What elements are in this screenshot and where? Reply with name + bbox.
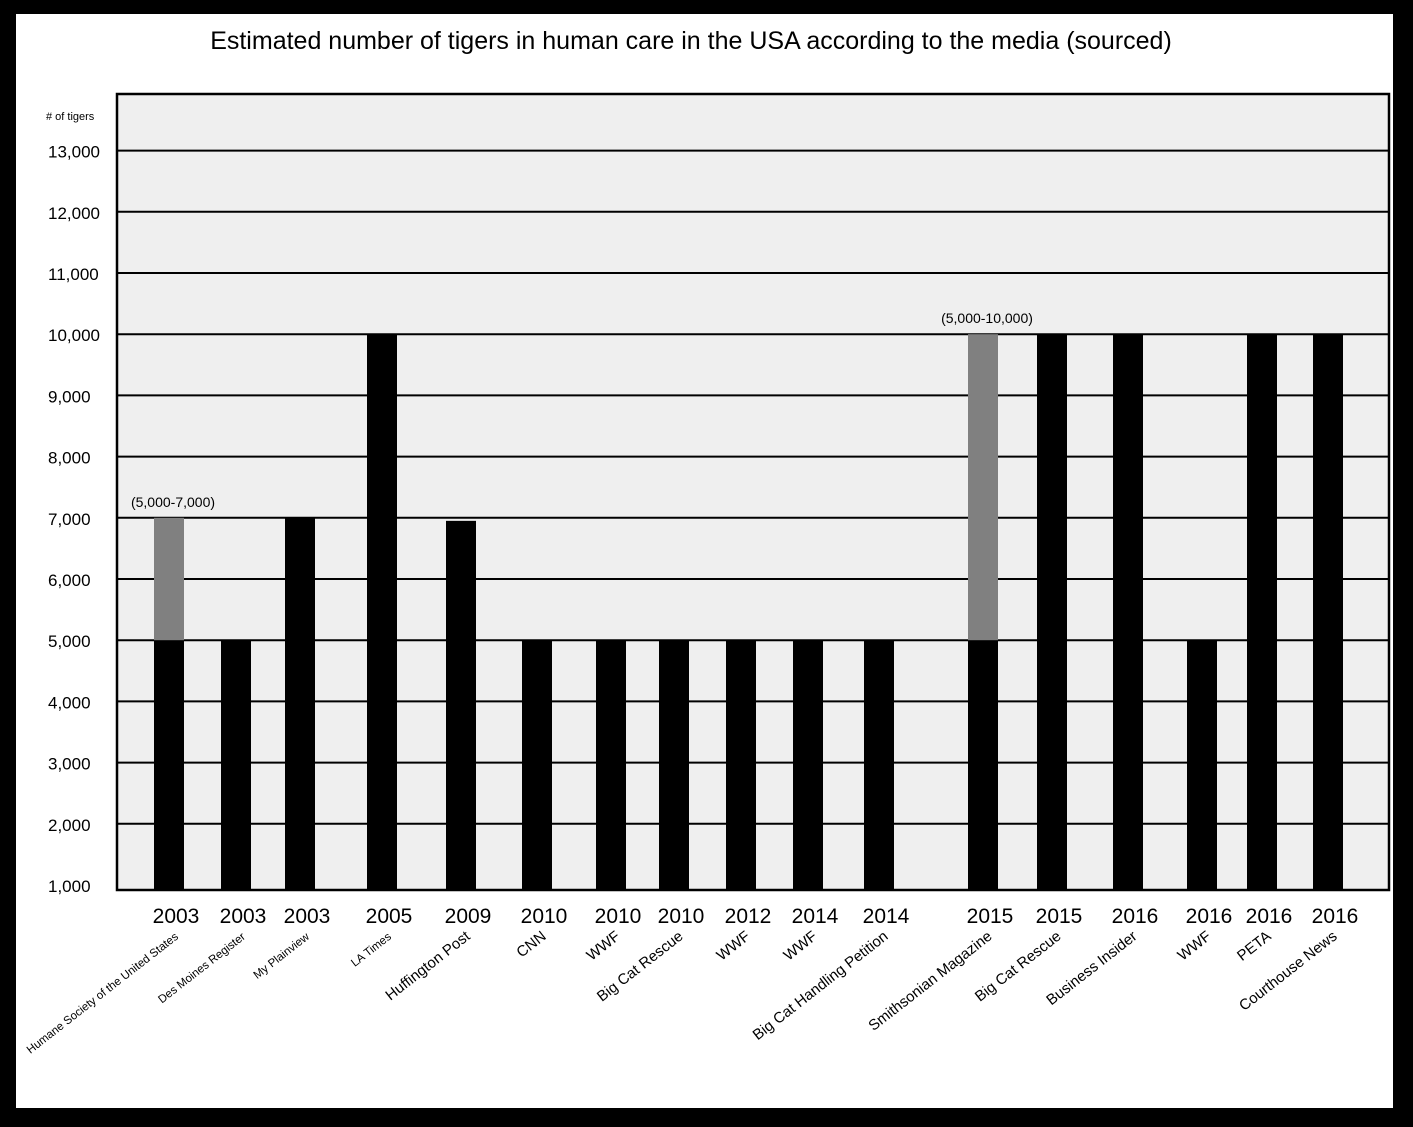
year-label: 2005 <box>366 905 413 928</box>
year-label: 2014 <box>792 905 839 928</box>
source-label: LA Times <box>349 931 394 970</box>
y-tick-label: 8,000 <box>48 449 91 468</box>
year-label: 2016 <box>1112 905 1159 928</box>
year-label: 2015 <box>1036 905 1083 928</box>
source-label: Humane Society of the United States <box>25 931 181 1057</box>
source-label: CNN <box>513 928 549 961</box>
year-labels: 2003 2003 2003 2005 2009 2010 2010 2010 2012 2014… <box>153 905 1359 928</box>
bar <box>221 640 251 890</box>
y-tick-label: 9,000 <box>48 387 91 406</box>
y-tick-label: 13,000 <box>48 143 100 162</box>
bar <box>659 640 689 890</box>
year-label: 2015 <box>967 905 1014 928</box>
source-label: WWF <box>780 928 820 964</box>
source-label: WWF <box>713 928 753 964</box>
bar <box>596 640 626 890</box>
y-tick-label: 1,000 <box>48 877 91 896</box>
y-tick-label: 4,000 <box>48 693 91 712</box>
year-label: 2010 <box>521 905 568 928</box>
year-label: 2010 <box>595 905 642 928</box>
bar <box>968 640 998 890</box>
bar <box>1247 334 1277 890</box>
y-tick-label: 5,000 <box>48 632 91 651</box>
bar-annotation: (5,000-7,000) <box>131 494 215 510</box>
bar <box>446 520 476 890</box>
year-label: 2009 <box>445 905 492 928</box>
year-label: 2016 <box>1312 905 1359 928</box>
year-label: 2016 <box>1186 905 1233 928</box>
source-label: PETA <box>1234 928 1274 965</box>
bars <box>154 334 1343 890</box>
chart-frame: Estimated number of tigers in human care… <box>16 14 1393 1108</box>
year-label: 2016 <box>1246 905 1293 928</box>
bar-range <box>154 517 184 641</box>
year-label: 2003 <box>220 905 267 928</box>
bar <box>1037 334 1067 890</box>
year-label: 2003 <box>153 905 200 928</box>
source-label: WWF <box>583 928 623 964</box>
bar <box>1187 640 1217 890</box>
bar <box>726 640 756 890</box>
y-tick-label: 2,000 <box>48 816 91 835</box>
bar <box>154 640 184 890</box>
bar-range <box>968 334 998 641</box>
source-label: My Plainview <box>252 930 313 981</box>
year-label: 2012 <box>725 905 772 928</box>
bar <box>367 334 397 890</box>
bar <box>793 640 823 890</box>
y-tick-label: 11,000 <box>48 265 99 284</box>
bar <box>864 640 894 890</box>
chart: Estimated number of tigers in human care… <box>25 27 1391 1056</box>
y-tick-label: 6,000 <box>48 571 91 590</box>
y-axis-label: # of tigers <box>46 111 95 123</box>
source-label: WWF <box>1174 928 1214 964</box>
year-label: 2003 <box>284 905 331 928</box>
bar <box>1113 334 1143 890</box>
year-label: 2014 <box>863 905 910 928</box>
bar-annotation: (5,000-10,000) <box>941 310 1033 326</box>
y-tick-label: 12,000 <box>48 204 100 223</box>
y-tick-label: 3,000 <box>48 755 91 774</box>
source-label: Huffington Post <box>382 927 474 1004</box>
year-label: 2010 <box>658 905 705 928</box>
chart-title: Estimated number of tigers in human care… <box>210 27 1172 55</box>
bar <box>1313 334 1343 890</box>
bar <box>522 640 552 890</box>
annotations: (5,000-7,000) (5,000-10,000) <box>131 310 1033 510</box>
y-tick-labels: 13,000 12,000 11,000 10,000 9,000 8,000 7,000 6… <box>48 143 100 896</box>
y-tick-label: 7,000 <box>48 510 91 529</box>
bar <box>285 517 315 890</box>
plot-border <box>115 92 1391 892</box>
y-tick-label: 10,000 <box>48 326 100 345</box>
